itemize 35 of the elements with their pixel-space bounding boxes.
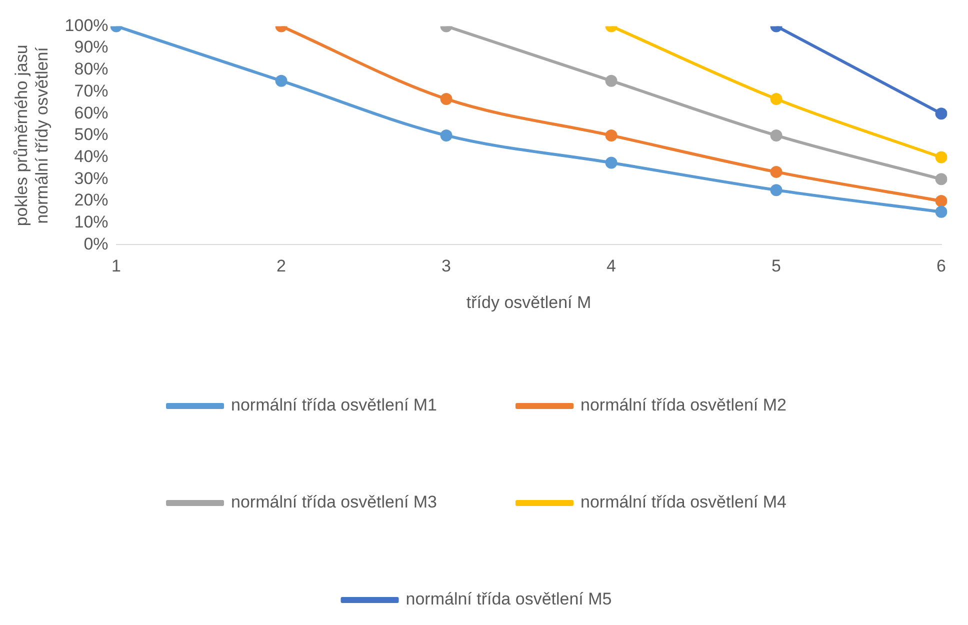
y-tick-label: 40% (74, 146, 108, 166)
x-tick-label: 3 (442, 256, 452, 276)
legend-label: normální třída osvětlení M4 (580, 492, 786, 512)
point (770, 184, 782, 196)
y-tick-label: 20% (74, 190, 108, 210)
point (935, 173, 948, 186)
x-tick-label: 4 (606, 256, 616, 276)
y-tick-label: 30% (74, 168, 108, 188)
y-tick-label: 10% (74, 212, 108, 232)
point (605, 156, 618, 169)
x-tick-label: 5 (772, 256, 782, 276)
x-tick-label: 2 (276, 256, 286, 276)
y-tick-label: 70% (74, 81, 108, 100)
point (935, 195, 948, 207)
y-tick-label: 60% (74, 103, 108, 122)
y-tick-label: 0% (84, 234, 108, 254)
point (440, 129, 452, 142)
point (770, 129, 782, 142)
point (935, 108, 948, 120)
x-tick-label: 1 (112, 256, 122, 276)
y-tick-label: 90% (74, 38, 108, 57)
point (935, 206, 948, 218)
legend-label: normální třída osvětlení M5 (406, 590, 612, 609)
point (605, 129, 618, 142)
point (770, 166, 782, 178)
y-tick-label: 80% (74, 60, 108, 79)
legend-label: normální třída osvětlení M3 (231, 492, 437, 512)
y-tick-label: 50% (74, 125, 108, 144)
y-tick-label: 100% (64, 16, 108, 35)
x-tick-label: 6 (936, 256, 946, 276)
point (935, 151, 948, 164)
x-axis-title: třídy osvětlení M (466, 292, 592, 312)
legend-label: normální třída osvětlení M1 (231, 396, 437, 415)
legend-label: normální třída osvětlení M2 (580, 396, 786, 415)
y-axis-title: pokles průměrného jasu normální třídy osvětlení (12, 44, 52, 226)
